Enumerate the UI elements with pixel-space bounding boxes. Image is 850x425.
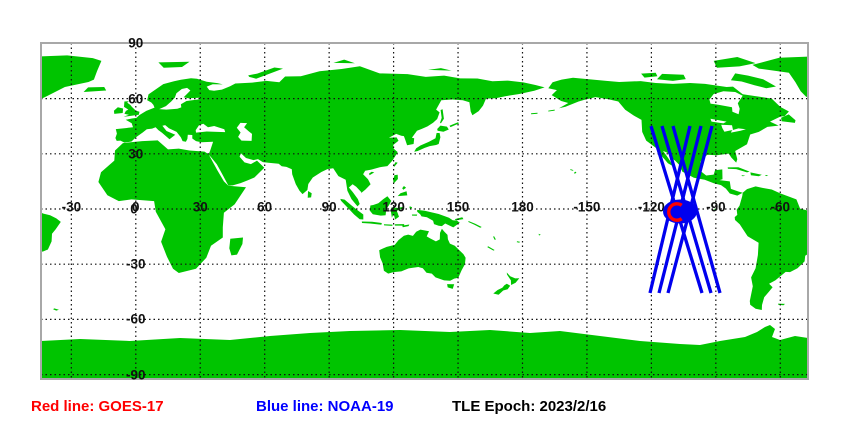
lat-tick-label: -90 <box>126 367 146 383</box>
lon-tick-label: 180 <box>511 199 534 215</box>
legend-tle-epoch: TLE Epoch: 2023/2/16 <box>452 398 607 415</box>
lat-tick-label: 0 <box>130 201 138 217</box>
lon-tick-label: -90 <box>706 199 726 215</box>
lat-tick-label: -30 <box>126 256 146 272</box>
land-layer <box>41 55 808 379</box>
lon-tick-label: 90 <box>321 199 337 215</box>
lat-tick-label: 90 <box>128 35 144 51</box>
lat-tick-label: -60 <box>126 311 146 327</box>
lon-tick-label: -30 <box>61 199 82 215</box>
lon-tick-label: 30 <box>192 199 208 215</box>
noaa19-ground-tracks <box>648 125 722 294</box>
map-frame <box>40 42 809 380</box>
lon-tick-label: 60 <box>257 199 273 215</box>
legend-noaa19: Blue line: NOAA-19 <box>256 398 394 415</box>
lon-tick-label: -60 <box>770 199 791 215</box>
lat-tick-label: 60 <box>128 91 144 107</box>
lon-tick-label: 120 <box>382 199 405 215</box>
lon-tick-label: -150 <box>573 199 601 215</box>
lon-tick-label: 0 <box>132 199 140 215</box>
goes17-position-marker <box>667 202 683 222</box>
lon-tick-label: -120 <box>637 199 665 215</box>
legend-goes17: Red line: GOES-17 <box>31 398 164 415</box>
lat-tick-label: 30 <box>128 146 144 162</box>
lon-tick-label: 150 <box>446 199 470 215</box>
